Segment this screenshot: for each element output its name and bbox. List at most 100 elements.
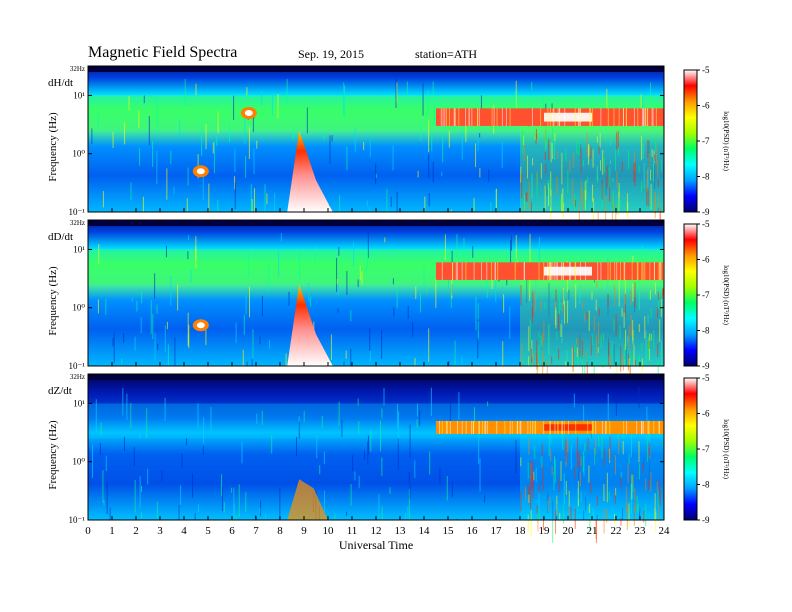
spectrogram-texture [548,187,550,206]
daytime-texture [633,163,635,182]
daytime-texture [550,448,552,462]
spectrogram-texture [109,507,111,520]
colorbar-tick-label: -5 [702,373,710,383]
daytime-texture [630,314,632,337]
daytime-texture [615,487,617,496]
daytime-texture [547,179,549,197]
daytime-texture [554,458,556,484]
daytime-texture [615,205,617,224]
daytime-texture [593,364,595,383]
spectrogram-texture [540,480,542,486]
x-tick-label: 2 [133,525,139,537]
daytime-texture [628,149,630,170]
spectrogram-texture [510,240,512,269]
spectrogram-texture [134,480,136,513]
daytime-texture [557,150,559,159]
daytime-texture [530,460,532,486]
daytime-texture [601,179,603,200]
spectrogram-texture [123,332,125,343]
spectrogram-texture [550,435,552,445]
spectrogram-texture [475,296,477,331]
spectrogram-texture [338,401,340,426]
daytime-texture [573,193,575,211]
spectrogram-texture [367,232,369,259]
x-tick-label: 16 [467,525,479,537]
spectrogram-texture [429,451,431,475]
spectrogram-texture [154,332,156,361]
spectrogram-texture [354,471,356,481]
spectrogram-texture [346,511,348,516]
daytime-texture [626,504,628,530]
emission-patch-core [196,168,205,175]
resonance-band-texture [658,420,660,434]
resonance-band-texture [555,262,557,280]
daytime-texture [524,486,526,500]
spectrogram-texture [99,442,101,456]
spectrogram-texture [381,408,383,419]
spectrogram-texture [256,140,258,149]
spectrogram-texture [350,483,352,506]
spectrogram-texture [408,489,410,520]
resonance-band-texture [609,262,611,280]
spectrogram-texture [337,308,339,313]
spectrogram-texture [458,392,460,420]
daytime-texture [633,344,635,367]
x-tick-label: 22 [611,525,622,537]
resonance-band-texture [623,420,625,434]
daytime-texture [580,180,582,204]
spectrogram-texture [221,486,223,512]
spectrogram-texture [174,337,176,366]
daytime-texture [549,176,551,191]
resonance-band-texture [637,262,639,280]
spectrogram-texture [515,439,517,474]
daytime-texture [529,319,531,343]
colorbar-tick-label: -8 [702,326,710,336]
resonance-band-texture [456,262,458,280]
spectrogram-texture [140,485,142,492]
pc1-burst [287,479,328,520]
daytime-texture [542,349,544,376]
spectrogram-texture [295,437,297,457]
daytime-texture [607,295,609,307]
spectrogram-texture [405,512,407,520]
spectrogram-texture [359,265,361,281]
daytime-texture [538,509,540,520]
resonance-band-texture [473,420,475,434]
daytime-texture [565,447,567,456]
daytime-texture [653,330,655,348]
daytime-texture [588,465,590,483]
resonance-band-texture [618,108,620,126]
daytime-texture [654,508,656,520]
spectrogram-texture [299,248,301,279]
daytime-texture [589,516,591,532]
spectrogram-texture [259,336,261,345]
daytime-texture [633,151,635,172]
daytime-texture [585,351,587,359]
daytime-texture [538,485,540,494]
spectrogram-texture [479,133,481,138]
daytime-texture [608,342,610,367]
spectrogram-texture [170,150,172,165]
daytime-texture [532,460,534,480]
daytime-texture [555,289,557,308]
resonance-band-texture [642,108,644,126]
resonance-band-texture [653,262,655,280]
spectrogram-texture [446,476,448,501]
resonance-band-texture [659,262,661,280]
spectrogram-texture [495,188,497,212]
spectrogram-texture [378,494,380,520]
daytime-texture [608,491,610,500]
spectrogram-texture [336,257,338,292]
daytime-texture [625,486,627,512]
resonance-band-texture [514,262,516,280]
spectrogram-texture [654,164,656,189]
spectrogram-texture [397,438,399,470]
spectrogram-texture [365,266,367,272]
spectrogram-texture [369,138,371,157]
resonance-band-texture [600,108,602,126]
daytime-texture [564,300,566,324]
daytime-texture [543,321,545,341]
daytime-texture [605,195,607,213]
daytime-texture [642,462,644,474]
daytime-texture [611,196,613,222]
